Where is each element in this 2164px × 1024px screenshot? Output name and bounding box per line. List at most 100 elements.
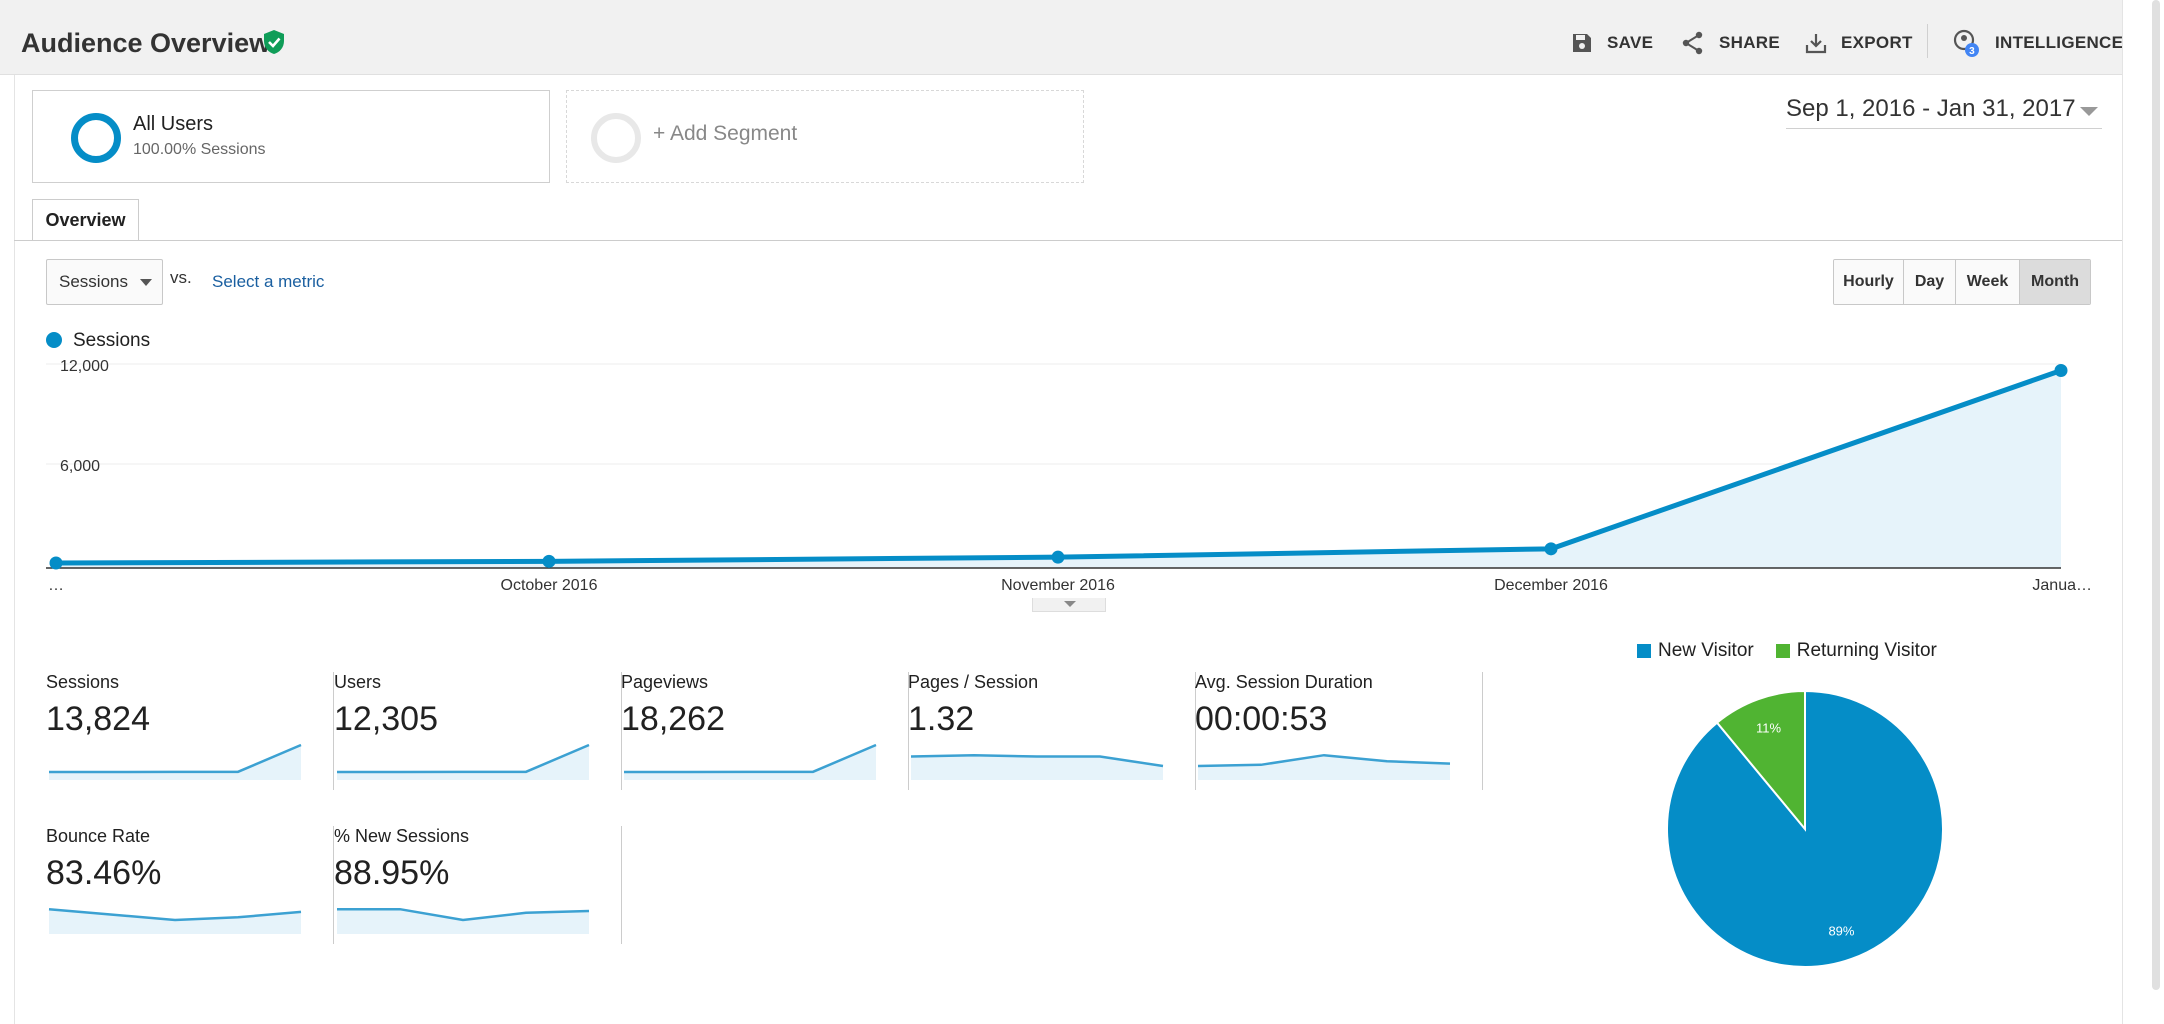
kpi-sparkline <box>624 743 877 780</box>
date-range-label: Sep 1, 2016 - Jan 31, 2017 <box>1786 95 2076 122</box>
export-icon <box>1805 34 1827 54</box>
granularity-day-button[interactable]: Day <box>1904 260 1956 304</box>
export-label: EXPORT <box>1841 33 1913 52</box>
sparkline-line <box>49 743 302 774</box>
kpi-value: 83.46% <box>46 854 162 892</box>
select-metric-link[interactable]: Select a metric <box>212 272 325 291</box>
tab-overview[interactable]: Overview <box>32 199 139 241</box>
sparkline-line <box>624 743 877 774</box>
kpi-divider <box>621 672 622 790</box>
kpi-divider <box>908 672 909 790</box>
granularity-week-button[interactable]: Week <box>1956 260 2020 304</box>
kpi-pages-per-session[interactable]: Pages / Session 1.32 <box>908 672 1196 808</box>
sparkline-area <box>624 745 876 780</box>
x-tick-label: November 2016 <box>1001 577 1115 594</box>
kpi-divider <box>1195 672 1196 790</box>
chart-collapse-handle[interactable] <box>1032 598 1106 612</box>
visitor-pie-chart: 89% 11% <box>1666 689 1944 968</box>
pie-slice[interactable] <box>1715 689 1806 832</box>
scrollbar-thumb[interactable] <box>2152 0 2160 990</box>
sparkline-line <box>337 907 590 922</box>
segment-subtitle: 100.00% Sessions <box>133 141 266 158</box>
segment-all-users[interactable]: All Users 100.00% Sessions <box>32 90 550 183</box>
legend-swatch-returning-visitor <box>1775 644 1790 658</box>
sessions-chart: 12,000 6,000 … October 2016 November 2016 Dec… <box>46 358 2092 594</box>
kpi-avg-session-duration[interactable]: Avg. Session Duration 00:00:53 <box>1195 672 1483 808</box>
legend-label-returning-visitor: Returning Visitor <box>1796 640 1937 661</box>
sparkline-area <box>337 745 589 780</box>
caret-down-icon <box>1064 601 1076 607</box>
kpi-label: % New Sessions <box>334 826 470 846</box>
kpi-value: 13,824 <box>46 700 150 738</box>
x-tick-label: December 2016 <box>1494 577 1608 594</box>
kpi-value: 12,305 <box>334 700 438 738</box>
intelligence-icon: 3 <box>1953 29 1979 57</box>
legend-label-new-visitor: New Visitor <box>1658 640 1754 661</box>
pie-slice-label: 89% <box>1828 923 1854 938</box>
kpi-label: Users <box>334 672 382 692</box>
intelligence-label: INTELLIGENCE <box>1995 33 2124 52</box>
kpi-divider <box>1482 672 1483 790</box>
sparkline-area <box>911 755 1163 780</box>
sessions-data-point[interactable] <box>1051 550 1065 564</box>
kpi-sparkline <box>337 743 590 780</box>
sparkline-area <box>1198 755 1450 780</box>
kpi-value: 00:00:53 <box>1195 700 1328 738</box>
kpi-divider <box>621 826 622 944</box>
export-button[interactable]: EXPORT <box>1805 26 1913 60</box>
pie-slice-label: 11% <box>1756 721 1781 736</box>
sessions-data-point[interactable] <box>1544 542 1558 556</box>
empty-segment-ring-icon <box>591 113 641 163</box>
kpi-label: Pageviews <box>621 672 709 692</box>
kpi-divider <box>333 672 334 790</box>
kpi-value: 18,262 <box>621 700 725 738</box>
kpi-sparkline <box>1197 753 1451 780</box>
metric-select-value: Sessions <box>59 272 128 291</box>
kpi-sessions[interactable]: Sessions 13,824 <box>46 672 334 808</box>
page-title: Audience Overview <box>21 28 271 58</box>
sparkline-line <box>1197 753 1451 768</box>
sessions-legend-dot <box>46 332 62 348</box>
legend-swatch-new-visitor <box>1637 644 1651 658</box>
kpi-label: Pages / Session <box>908 672 1039 692</box>
kpi-label: Bounce Rate <box>46 826 151 846</box>
save-icon <box>1573 34 1591 52</box>
kpi-bounce-rate[interactable]: Bounce Rate 83.46% <box>46 826 334 962</box>
intelligence-button[interactable]: 3 INTELLIGENCE <box>1951 26 2123 60</box>
sessions-data-point[interactable] <box>2054 364 2068 377</box>
granularity-month-button[interactable]: Month <box>2020 260 2090 304</box>
sessions-data-point[interactable] <box>49 556 63 570</box>
sessions-data-point[interactable] <box>542 554 556 568</box>
add-segment-button[interactable]: + Add Segment <box>566 90 1084 183</box>
y-tick-label: 6,000 <box>60 458 100 475</box>
share-button[interactable]: SHARE <box>1681 26 1780 60</box>
kpi-label: Sessions <box>46 672 120 692</box>
sparkline-line <box>337 743 590 774</box>
sessions-area <box>56 370 2061 568</box>
share-label: SHARE <box>1719 33 1781 52</box>
sparkline-line <box>910 753 1164 768</box>
kpi-sparkline <box>49 743 302 780</box>
granularity-hourly-button[interactable]: Hourly <box>1834 260 1904 304</box>
verified-shield-icon <box>264 30 284 54</box>
kpi-new-sessions[interactable]: % New Sessions 88.95% <box>334 826 622 962</box>
toolbar-divider <box>1927 24 1928 58</box>
kpi-pageviews[interactable]: Pageviews 18,262 <box>621 672 909 808</box>
kpi-value: 1.32 <box>908 700 975 738</box>
kpi-sparkline <box>337 907 590 934</box>
sparkline-area <box>337 909 589 934</box>
kpi-users[interactable]: Users 12,305 <box>334 672 622 808</box>
metric-select[interactable]: Sessions <box>46 259 163 305</box>
chevron-down-icon <box>140 279 152 286</box>
kpi-sparkline <box>48 907 302 934</box>
sparkline-area <box>49 745 301 780</box>
date-range-picker[interactable]: Sep 1, 2016 - Jan 31, 2017 <box>1786 95 2102 129</box>
content-left-border <box>14 75 15 1024</box>
x-tick-label: October 2016 <box>501 577 598 594</box>
save-button[interactable]: SAVE <box>1571 26 1653 60</box>
add-segment-label: + Add Segment <box>653 122 798 145</box>
granularity-toggle: Hourly Day Week Month <box>1833 259 2091 305</box>
vs-label: vs. <box>170 268 192 287</box>
intelligence-badge: 3 <box>1969 46 1975 57</box>
x-tick-label: Janua… <box>2032 577 2092 594</box>
